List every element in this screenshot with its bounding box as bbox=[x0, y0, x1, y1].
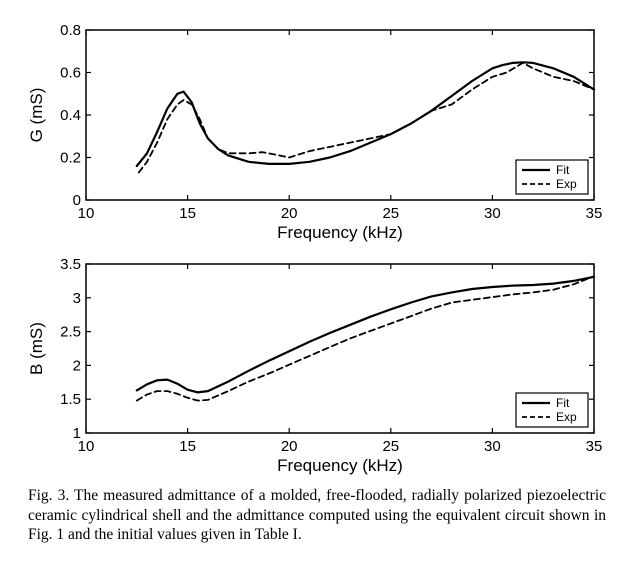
x-tick-label: 35 bbox=[586, 438, 603, 455]
y-tick-label: 1.5 bbox=[60, 391, 81, 408]
legend-label-exp: Exp bbox=[556, 410, 577, 424]
series-line-exp bbox=[135, 275, 595, 402]
y-tick-label: 0 bbox=[73, 192, 81, 209]
x-tick-label: 25 bbox=[382, 438, 399, 455]
x-tick-label: 15 bbox=[179, 205, 196, 222]
x-tick-label: 25 bbox=[382, 205, 399, 222]
figure-caption: Fig. 3. The measured admittance of a mol… bbox=[28, 487, 606, 543]
x-tick-label: 30 bbox=[484, 438, 501, 455]
legend-box bbox=[515, 392, 589, 428]
series-line-fit bbox=[135, 61, 596, 168]
y-axis-label: G (mS) bbox=[27, 88, 46, 143]
chart-g: 10 15 20 25 30 35 0 0.2 0.4 0.6 0.8 Frequency (kHz)… bbox=[27, 22, 602, 242]
y-tick-label: 1 bbox=[73, 425, 81, 442]
y-tick-label: 0.2 bbox=[60, 150, 81, 167]
y-tick-label: 2 bbox=[73, 357, 81, 374]
y-tick-label: 0.8 bbox=[60, 22, 81, 39]
series-line-exp bbox=[137, 62, 595, 174]
x-tick-label: 10 bbox=[78, 438, 95, 455]
chart-b: 10 15 20 25 30 35 1 1.5 2 2.5 3 3.5 Frequency (kHz) B… bbox=[27, 256, 602, 475]
x-tick-label: 15 bbox=[179, 438, 196, 455]
y-axis-label: B (mS) bbox=[27, 322, 46, 375]
x-tick-label: 20 bbox=[281, 205, 298, 222]
y-tick-label: 3.5 bbox=[60, 256, 81, 273]
x-tick-label: 20 bbox=[281, 438, 298, 455]
legend-label-fit: Fit bbox=[556, 396, 570, 410]
legend-label-exp: Exp bbox=[556, 177, 577, 191]
y-tick-label: 3 bbox=[73, 290, 81, 307]
y-tick-label: 0.6 bbox=[60, 65, 81, 82]
y-tick-label: 2.5 bbox=[60, 324, 81, 341]
x-tick-label: 10 bbox=[78, 205, 95, 222]
legend-label-fit: Fit bbox=[556, 163, 570, 177]
x-tick-label: 30 bbox=[484, 205, 501, 222]
figure: 10 15 20 25 30 35 0 0.2 0.4 0.6 0.8 Frequency (kHz)… bbox=[27, 22, 602, 475]
x-tick-label: 35 bbox=[586, 205, 603, 222]
plot-frame bbox=[85, 263, 595, 434]
legend-box bbox=[515, 159, 589, 195]
x-axis-label: Frequency (kHz) bbox=[277, 456, 403, 475]
y-tick-label: 0.4 bbox=[60, 107, 81, 124]
series-line-fit bbox=[135, 275, 596, 394]
x-axis-label: Frequency (kHz) bbox=[277, 223, 403, 242]
